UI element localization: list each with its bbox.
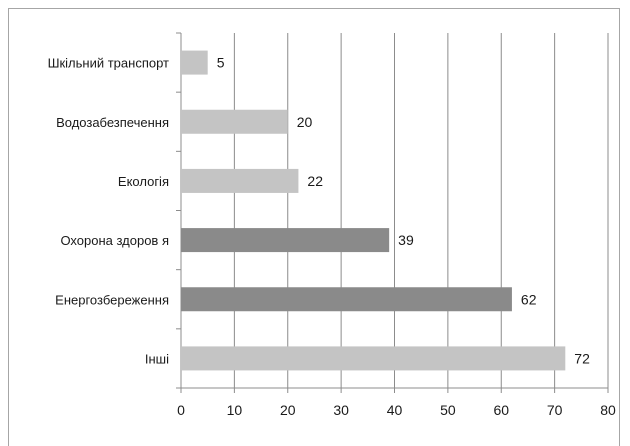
chart-frame — [8, 8, 620, 446]
x-tick-label: 20 — [280, 402, 296, 418]
x-tick-label: 40 — [387, 402, 403, 418]
x-tick-label: 0 — [177, 402, 185, 418]
category-label: Інші — [145, 351, 169, 366]
gridlines — [233, 33, 609, 388]
category-label: Охорона здоров я — [60, 233, 169, 248]
value-labels: 5 20 22 39 62 72 — [217, 55, 590, 367]
data-label: 72 — [574, 350, 590, 366]
category-label: Водозабезпечення — [56, 115, 169, 130]
axes — [176, 32, 609, 393]
x-tick-label: 10 — [227, 402, 243, 418]
x-tick-label: 30 — [333, 402, 349, 418]
x-tick-label: 80 — [600, 402, 616, 418]
x-tick-label: 70 — [547, 402, 563, 418]
data-label: 20 — [297, 114, 313, 130]
bar — [181, 50, 208, 75]
x-tick-labels: 0 10 20 30 40 50 60 70 80 — [177, 402, 616, 418]
x-tick-label: 50 — [440, 402, 456, 418]
bar — [181, 346, 566, 371]
category-label: Екологія — [118, 174, 169, 189]
data-label: 39 — [398, 232, 414, 248]
bar — [181, 228, 390, 253]
data-label: 62 — [521, 291, 537, 307]
bar — [181, 168, 299, 193]
category-labels: Шкільний транспорт Водозабезпечення Еколог… — [48, 56, 170, 367]
data-label: 5 — [217, 55, 225, 71]
bar — [181, 287, 512, 312]
category-label: Енергозбереження — [55, 292, 169, 307]
bar — [181, 109, 288, 134]
x-tick-label: 60 — [493, 402, 509, 418]
bars — [181, 50, 566, 371]
data-label: 22 — [307, 173, 323, 189]
category-label: Шкільний транспорт — [48, 56, 169, 71]
